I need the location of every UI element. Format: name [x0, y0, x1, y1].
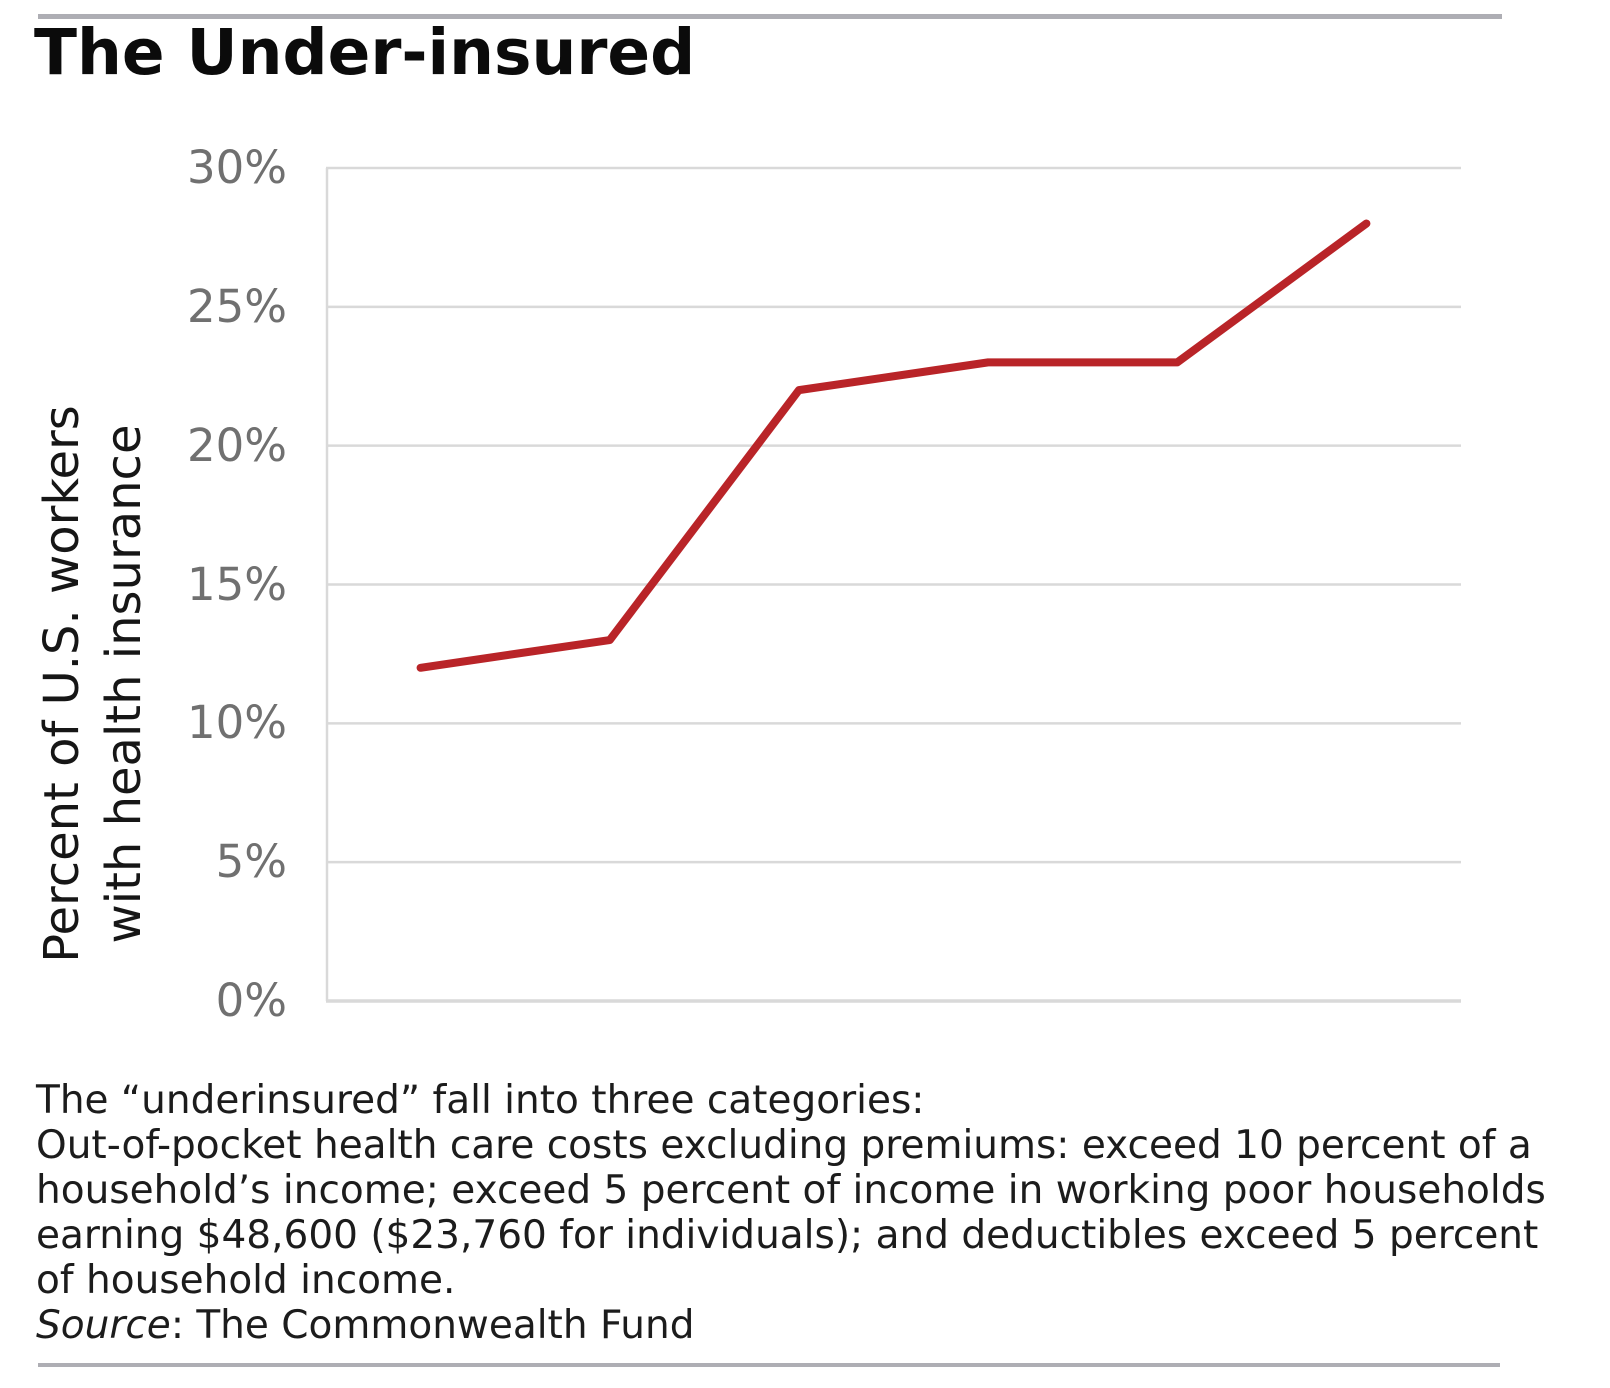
- top-divider: [38, 14, 1502, 19]
- footnote-source-text: : The Commonwealth Fund: [170, 1303, 695, 1348]
- footnote-source-label: Source: [36, 1303, 171, 1348]
- y-tick-label: 5%: [215, 835, 287, 889]
- footnote-line: Out-of-pocket health care costs excludin…: [36, 1123, 1532, 1168]
- footnote-line: household’s income; exceed 5 percent of …: [36, 1168, 1546, 1213]
- footnote: The “underinsured” fall into three categ…: [36, 1078, 1596, 1348]
- series-line: [416, 219, 1371, 672]
- footnote-line: The “underinsured” fall into three categ…: [36, 1078, 925, 1123]
- y-tick-label: 0%: [215, 974, 287, 1027]
- y-tick-label: 10%: [186, 696, 287, 750]
- y-tick-label: 25%: [186, 279, 287, 333]
- y-tick-label: 30%: [186, 141, 287, 194]
- chart-title: The Under-insured: [34, 16, 696, 89]
- bottom-divider: [38, 1363, 1500, 1367]
- y-tick-label: 20%: [186, 418, 287, 472]
- footnote-line: of household income.: [36, 1258, 456, 1303]
- y-tick-label: 15%: [186, 557, 287, 611]
- footnote-source-line: Source: The Commonwealth Fund: [36, 1303, 1596, 1348]
- footnote-line: earning $48,600 ($23,760 for individuals…: [36, 1213, 1539, 1258]
